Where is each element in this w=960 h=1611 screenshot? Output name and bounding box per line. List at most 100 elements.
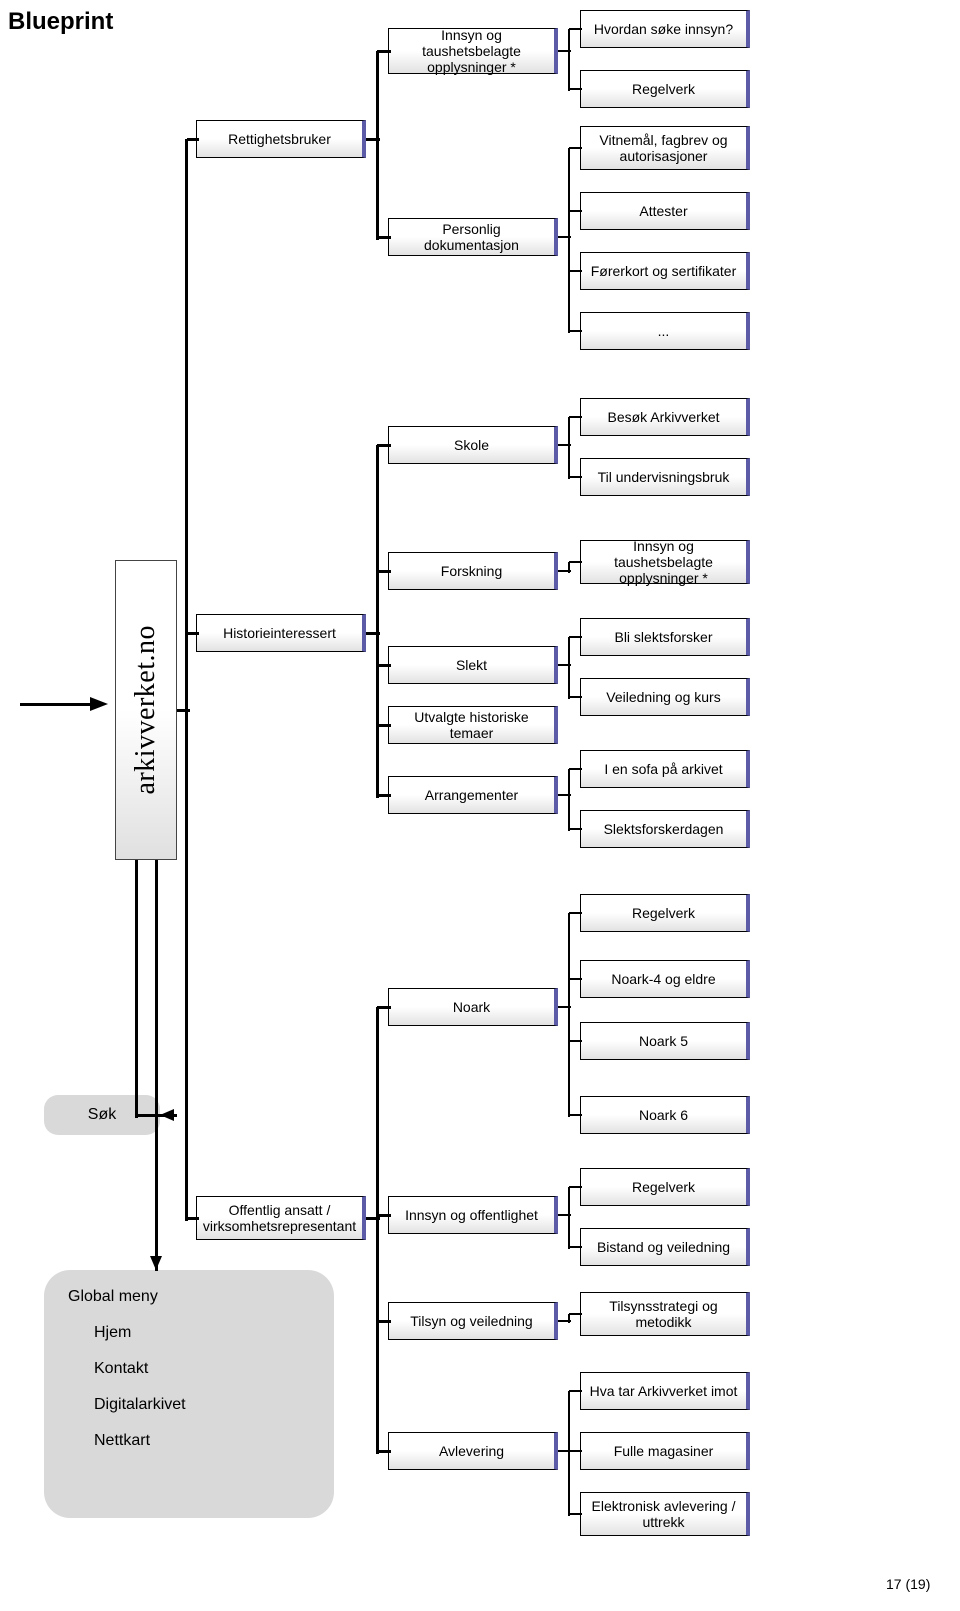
node-skole: Skole xyxy=(388,426,558,464)
node-ellipsis: ... xyxy=(580,312,750,350)
global-menu-item: Kontakt xyxy=(94,1360,310,1378)
root-node: arkivverket.no xyxy=(115,560,177,860)
node-noark5: Noark 5 xyxy=(580,1022,750,1060)
connector xyxy=(569,1040,582,1042)
connector xyxy=(377,444,391,447)
page-footer: 17 (19) xyxy=(886,1576,930,1592)
connector xyxy=(376,1007,379,1454)
node-regelverk1: Regelverk xyxy=(580,70,750,108)
connector xyxy=(187,138,200,141)
connector xyxy=(569,147,582,149)
connector xyxy=(569,1313,582,1315)
connector xyxy=(568,913,570,1117)
node-bli_slekt: Bli slektsforsker xyxy=(580,618,750,656)
connector xyxy=(187,1217,200,1220)
connector xyxy=(187,632,200,635)
connector xyxy=(569,270,582,272)
connector xyxy=(569,330,582,332)
node-attester: Attester xyxy=(580,192,750,230)
connector xyxy=(135,860,138,1118)
node-besok: Besøk Arkivverket xyxy=(580,398,750,436)
connector xyxy=(569,1390,582,1392)
connector xyxy=(569,1114,582,1116)
global-menu-item: Hjem xyxy=(94,1324,310,1342)
node-tilsyn: Tilsyn og veiledning xyxy=(388,1302,558,1340)
node-veiledning: Veiledning og kurs xyxy=(580,678,750,716)
root-label: arkivverket.no xyxy=(130,625,162,795)
connector xyxy=(568,1314,570,1323)
connector xyxy=(569,1246,582,1248)
node-regelverk3: Regelverk xyxy=(580,1168,750,1206)
connector xyxy=(568,637,570,699)
node-slektsdagen: Slektsforskerdagen xyxy=(580,810,750,848)
node-elektronisk: Elektronisk avlevering / uttrekk xyxy=(580,1492,750,1536)
connector xyxy=(377,794,391,797)
node-innsyn_off: Innsyn og offentlighet xyxy=(388,1196,558,1234)
connector xyxy=(569,88,582,90)
node-noark: Noark xyxy=(388,988,558,1026)
connector xyxy=(377,1320,391,1323)
connector xyxy=(376,51,379,240)
node-hvordan: Hvordan søke innsyn? xyxy=(580,10,750,48)
connector xyxy=(377,724,391,727)
node-undervisning: Til undervisningsbruk xyxy=(580,458,750,496)
connector xyxy=(569,978,582,980)
node-vitnemal: Vitnemål, fagbrev og autorisasjoner xyxy=(580,126,750,170)
node-offentlig: Offentlig ansatt / virksomhetsrepresenta… xyxy=(196,1196,366,1240)
connector xyxy=(377,570,391,573)
node-noark6: Noark 6 xyxy=(580,1096,750,1134)
connector xyxy=(569,828,582,830)
connector xyxy=(568,1391,570,1516)
connector xyxy=(377,236,391,239)
global-menu-title: Global meny xyxy=(68,1288,310,1306)
node-sofa: I en sofa på arkivet xyxy=(580,750,750,788)
connector xyxy=(568,562,570,573)
arrow-down-icon xyxy=(150,1256,162,1270)
connector xyxy=(569,636,582,638)
connector xyxy=(568,148,570,333)
page-title: Blueprint xyxy=(8,8,113,36)
connector xyxy=(569,1450,582,1452)
connector xyxy=(569,561,582,563)
node-noark4: Noark-4 og eldre xyxy=(580,960,750,998)
node-slekt: Slekt xyxy=(388,646,558,684)
connector xyxy=(569,210,582,212)
node-rettighetsbruker: Rettighetsbruker xyxy=(196,120,366,158)
connector xyxy=(155,860,158,1271)
connector xyxy=(377,1006,391,1009)
connector xyxy=(568,417,570,479)
connector xyxy=(377,50,391,53)
node-arrangementer: Arrangementer xyxy=(388,776,558,814)
node-tilsynsstrategi: Tilsynsstrategi og metodikk xyxy=(580,1292,750,1336)
connector xyxy=(569,696,582,698)
node-innsyn_taus: Innsyn og taushetsbelagte opplysninger * xyxy=(388,28,558,74)
connector xyxy=(377,1214,391,1217)
node-hva_tar: Hva tar Arkivverket imot xyxy=(580,1372,750,1410)
node-forerkort: Førerkort og sertifikater xyxy=(580,252,750,290)
node-utvalgte: Utvalgte historiske temaer xyxy=(388,706,558,744)
connector xyxy=(569,1513,582,1515)
entry-arrow xyxy=(90,697,108,711)
node-avlevering: Avlevering xyxy=(388,1432,558,1470)
entry-line xyxy=(20,703,92,706)
node-fulle_mag: Fulle magasiner xyxy=(580,1432,750,1470)
connector xyxy=(569,1186,582,1188)
connector xyxy=(569,912,582,914)
connector xyxy=(377,664,391,667)
connector xyxy=(568,769,570,831)
connector xyxy=(569,416,582,418)
connector xyxy=(568,1187,570,1249)
connector xyxy=(569,476,582,478)
connector xyxy=(569,28,582,30)
node-historie: Historieinteressert xyxy=(196,614,366,652)
connector xyxy=(568,29,570,91)
arrow-left-icon xyxy=(160,1109,174,1121)
node-personlig_dok: Personlig dokumentasjon xyxy=(388,218,558,256)
node-forskning: Forskning xyxy=(388,552,558,590)
connector xyxy=(377,1450,391,1453)
connector xyxy=(185,139,188,1221)
connector xyxy=(376,445,379,798)
global-menu-item: Nettkart xyxy=(94,1432,310,1450)
global-menu-panel: Global meny Hjem Kontakt Digitalarkivet Nett… xyxy=(44,1270,334,1518)
global-menu-item: Digitalarkivet xyxy=(94,1396,310,1414)
